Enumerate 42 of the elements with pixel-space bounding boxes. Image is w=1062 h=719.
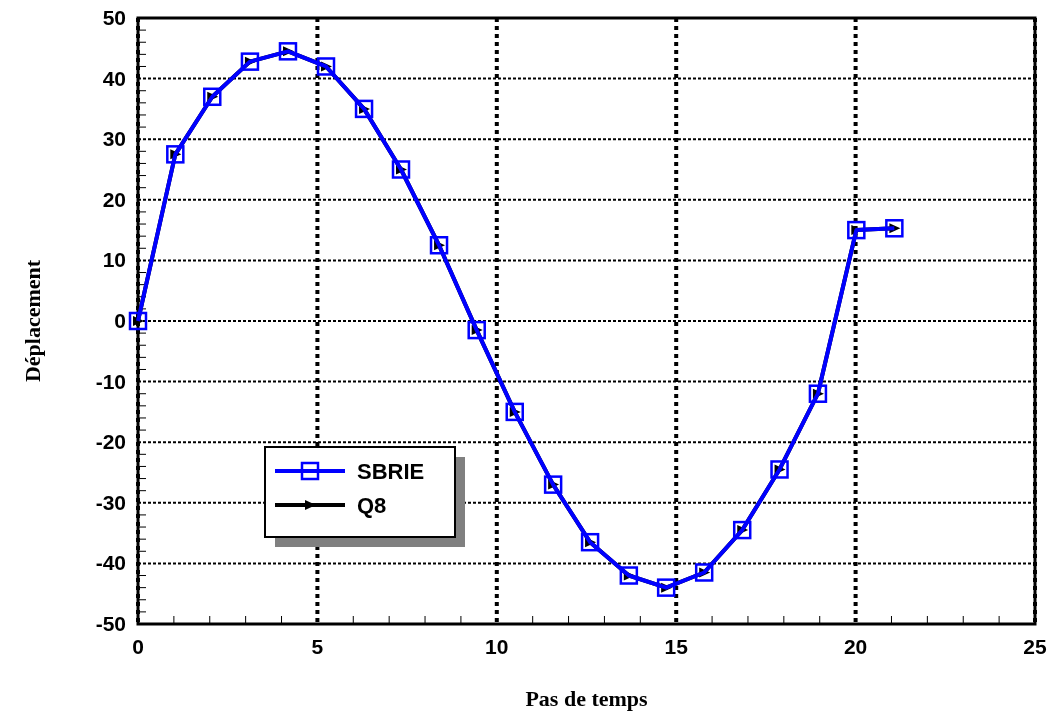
x-tick-label: 15	[664, 635, 689, 658]
point	[885, 219, 904, 238]
point	[203, 87, 222, 107]
point	[770, 460, 789, 479]
y-tick-label: 10	[102, 248, 126, 272]
point	[619, 566, 639, 585]
point	[391, 160, 411, 179]
x-axis-title: Pas de temps	[525, 686, 649, 711]
y-tick-label: 20	[102, 187, 126, 211]
point	[694, 563, 714, 582]
point	[656, 578, 676, 597]
point	[429, 236, 449, 255]
y-tick-label: 0	[114, 309, 126, 332]
point	[543, 475, 563, 494]
y-tick-label: -50	[95, 612, 126, 635]
point	[166, 145, 185, 164]
y-tick-label: -30	[95, 490, 126, 514]
x-tick-label: 20	[843, 635, 868, 658]
legend-label: Q8	[357, 493, 387, 518]
point	[808, 384, 828, 403]
x-tick-label: 0	[132, 635, 144, 658]
point	[467, 320, 486, 340]
point	[732, 520, 752, 540]
y-tick-label: 30	[102, 127, 126, 151]
x-tick-label: 10	[485, 635, 509, 658]
point	[240, 52, 260, 71]
point	[354, 99, 374, 119]
x-tick-label: 25	[1023, 635, 1047, 658]
y-axis-title: Déplacement	[20, 259, 45, 383]
y-tick-label: -20	[95, 430, 126, 454]
y-tick-label: -10	[95, 369, 126, 393]
point	[580, 532, 600, 552]
y-tick-label: 50	[102, 6, 126, 29]
point	[505, 402, 524, 422]
point	[847, 220, 866, 240]
point	[278, 42, 298, 61]
y-tick-label: -40	[95, 551, 126, 575]
point	[128, 311, 148, 331]
point	[316, 57, 336, 76]
x-tick-label: 5	[311, 635, 324, 658]
legend-label: SBRIE	[357, 459, 425, 484]
y-tick-label: 40	[102, 66, 126, 90]
